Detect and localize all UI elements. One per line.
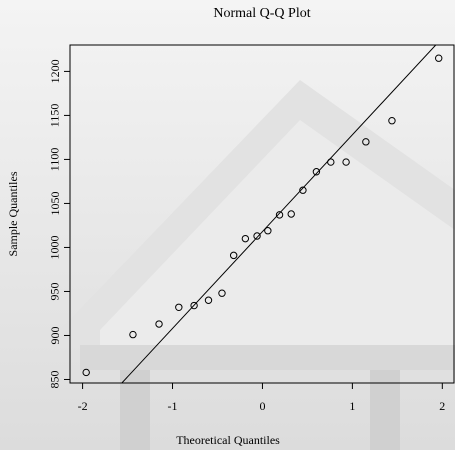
point: [312, 168, 321, 176]
x-tick-label: -2: [78, 399, 88, 413]
point: [129, 330, 137, 339]
y-tick-label: 1200: [48, 59, 62, 83]
point: [435, 54, 443, 62]
y-axis-label: Sample Quantiles: [6, 171, 20, 256]
point: [388, 116, 396, 125]
chart-title: Normal Q-Q Plot: [213, 6, 310, 21]
point: [241, 234, 250, 243]
reference-line: [121, 45, 437, 383]
x-tick-label: 2: [439, 399, 445, 413]
y-tick-label: 900: [48, 326, 62, 344]
point: [155, 320, 163, 328]
point: [264, 227, 272, 235]
point: [204, 296, 213, 304]
point: [82, 368, 90, 377]
point: [342, 158, 350, 166]
y-tick-label: 950: [48, 282, 62, 300]
y-tick-label: 1050: [48, 191, 62, 215]
point: [218, 289, 226, 297]
point: [362, 138, 370, 146]
point: [190, 301, 198, 310]
x-tick-label: 1: [349, 399, 355, 413]
point: [287, 210, 295, 218]
building-column: [120, 370, 150, 450]
point: [229, 251, 238, 260]
point: [327, 158, 335, 166]
point: [253, 232, 261, 240]
point: [275, 211, 284, 219]
point: [175, 303, 183, 312]
x-axis-label: Theoretical Quantiles: [176, 433, 280, 447]
y-tick-label: 1000: [48, 235, 62, 259]
building-column: [370, 370, 400, 450]
x-tick-label: -1: [168, 399, 178, 413]
y-tick-label: 850: [48, 370, 62, 388]
building-cornice: [80, 345, 455, 370]
plot-area: [82, 45, 443, 383]
x-tick-label: 0: [259, 399, 265, 413]
building-tympanum: [100, 120, 455, 345]
point: [299, 186, 307, 194]
y-tick-label: 1100: [48, 148, 62, 172]
y-tick-label: 1150: [48, 104, 62, 128]
